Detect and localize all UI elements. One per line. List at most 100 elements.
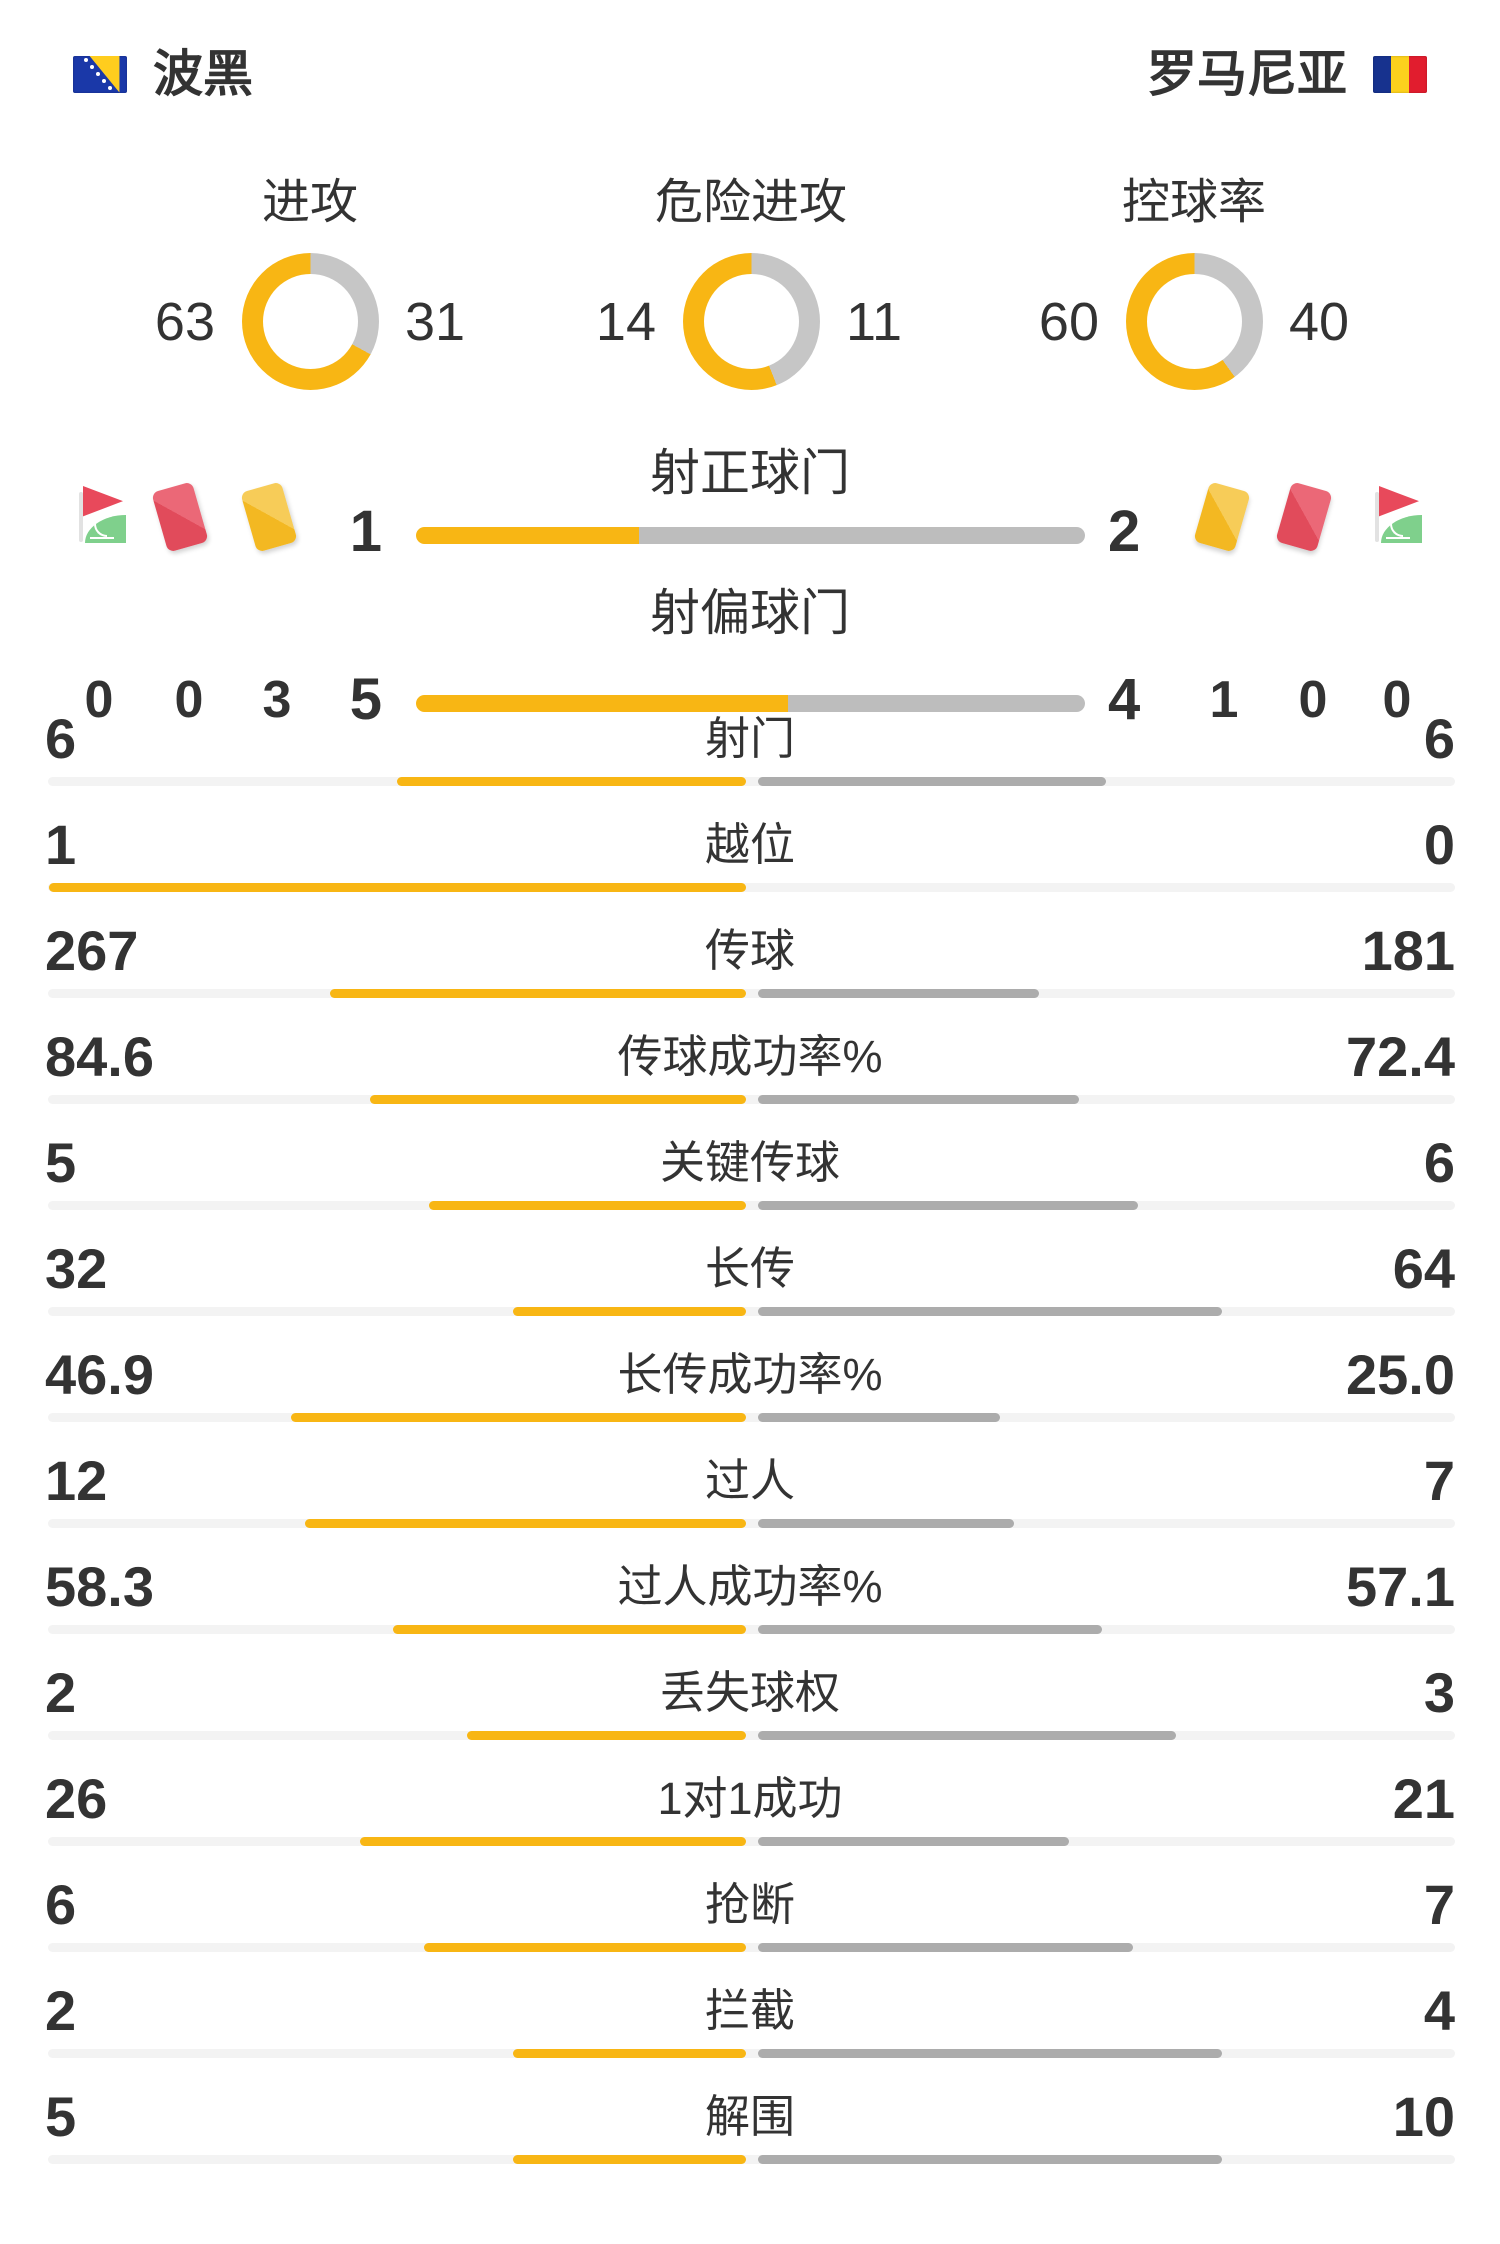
stat-bar-away-fill [757, 1201, 1138, 1210]
stat-away-value: 64 [1392, 1237, 1455, 1300]
donut-hole [1146, 274, 1242, 369]
stat-away-value: 0 [1423, 813, 1455, 876]
shot-bar [416, 527, 1085, 544]
shot-bar-away-value: 2 [1108, 499, 1141, 564]
donut-away-value: 31 [405, 292, 466, 352]
shot-bar-home-fill [416, 527, 639, 544]
home-red-card-count: 0 [174, 671, 204, 729]
donut-chart-title: 进攻 [261, 176, 358, 229]
donut-home-value: 60 [1038, 292, 1099, 352]
corner-flag-icon [72, 484, 128, 544]
corner-flag-icon [1368, 484, 1424, 544]
stat-bar-track [48, 1201, 1455, 1210]
stat-home-value: 2 [45, 1979, 77, 2042]
shot-bar-home-value: 5 [349, 667, 382, 732]
stat-home-value: 267 [45, 919, 139, 982]
stat-bar-home-fill [330, 989, 746, 998]
donut-hole [262, 274, 358, 369]
corner-arc [85, 515, 126, 543]
stat-bar-track [48, 1943, 1455, 1952]
stat-bar-track [48, 883, 1455, 892]
donut-chart-ring [682, 253, 820, 390]
stat-bar-track [48, 2155, 1455, 2164]
away-yellow-card-count: 1 [1209, 671, 1239, 729]
stat-away-value: 3 [1423, 1661, 1455, 1724]
donut-home-value: 63 [154, 292, 215, 352]
stat-home-value: 5 [45, 1131, 77, 1194]
shot-bar-away-value: 4 [1108, 667, 1141, 732]
corner-arc [1381, 515, 1422, 543]
stat-bar-track [48, 1413, 1455, 1422]
stat-bar-home-fill [369, 1095, 746, 1104]
stat-bar-away-fill [757, 1731, 1176, 1740]
stat-bar-away-fill [757, 1413, 1000, 1422]
stat-label: 关键传球 [659, 1137, 840, 1188]
stat-label: 解围 [704, 2091, 795, 2142]
stat-bar-away-fill [757, 1837, 1069, 1846]
stat-bar-track [48, 1307, 1455, 1316]
shot-bar-home-fill [416, 695, 788, 712]
donut-hole [703, 274, 799, 369]
shot-bar [416, 695, 1085, 712]
flag-stars [84, 57, 88, 62]
stat-bar-home-fill [397, 777, 746, 786]
stat-bar-home-fill [305, 1519, 746, 1528]
stat-label: 越位 [704, 819, 795, 870]
flag-pole [79, 492, 83, 542]
stat-label: 长传 [704, 1243, 795, 1294]
stat-bar-away-fill [757, 1943, 1133, 1952]
away-red-card-count: 0 [1298, 671, 1328, 729]
stat-bar-track [48, 777, 1455, 786]
stat-bar-away-fill [757, 1625, 1103, 1634]
home-team-name: 波黑 [153, 46, 253, 102]
stat-bar-track [48, 2049, 1455, 2058]
stat-bar-track [48, 1731, 1455, 1740]
stat-label: 抢断 [704, 1879, 795, 1930]
away-team-name: 罗马尼亚 [1147, 46, 1347, 102]
stat-bar-track [48, 1519, 1455, 1528]
stat-away-value: 7 [1423, 1873, 1455, 1936]
stat-label: 1对1成功 [657, 1773, 843, 1824]
shot-bar-away-fill [787, 695, 1085, 712]
stat-bar-track [48, 1095, 1455, 1104]
stat-home-value: 1 [45, 813, 77, 876]
stat-bar-home-fill [428, 1201, 746, 1210]
stat-home-value: 26 [45, 1767, 108, 1830]
stat-home-value: 46.9 [45, 1343, 154, 1406]
home-corner-flag-count: 0 [84, 671, 114, 729]
stat-bar-home-fill [466, 1731, 746, 1740]
donut-chart-title: 危险进攻 [654, 176, 847, 229]
stat-bar-home-fill [290, 1413, 746, 1422]
stat-home-value: 6 [45, 707, 77, 770]
donut-chart-title: 控球率 [1121, 176, 1266, 229]
stat-bar-away-fill [757, 1307, 1223, 1316]
shot-bar-home-value: 1 [349, 499, 382, 564]
stat-label: 射门 [704, 713, 795, 764]
home-yellow-card-count: 3 [262, 671, 292, 729]
donut-chart-ring [1125, 253, 1263, 390]
stat-away-value: 6 [1423, 1131, 1455, 1194]
stat-bar-home-fill [513, 1307, 746, 1316]
stat-bar-track [48, 1837, 1455, 1846]
stat-label: 丢失球权 [659, 1667, 840, 1718]
shot-bar-away-fill [639, 527, 1085, 544]
stat-bar-home-fill [359, 1837, 746, 1846]
stat-away-value: 25.0 [1346, 1343, 1455, 1406]
stat-home-value: 6 [45, 1873, 77, 1936]
stat-bar-home-fill [393, 1625, 746, 1634]
flag-triangle [83, 486, 123, 517]
stat-home-value: 2 [45, 1661, 77, 1724]
stat-label: 过人成功率% [617, 1561, 883, 1612]
stat-bar-away-fill [757, 777, 1106, 786]
shot-bar-label: 射偏球门 [650, 585, 850, 641]
stat-bar-track [48, 1625, 1455, 1634]
home-team: 波黑 [73, 46, 253, 102]
donut-home-value: 14 [595, 292, 656, 352]
stat-label: 拦截 [704, 1985, 795, 2036]
stat-home-value: 32 [45, 1237, 108, 1300]
stat-label: 传球成功率% [617, 1031, 883, 1082]
stat-bar-away-fill [757, 2049, 1223, 2058]
away-corner-flag-count: 0 [1382, 671, 1412, 729]
stat-bar-away-fill [757, 2155, 1223, 2164]
